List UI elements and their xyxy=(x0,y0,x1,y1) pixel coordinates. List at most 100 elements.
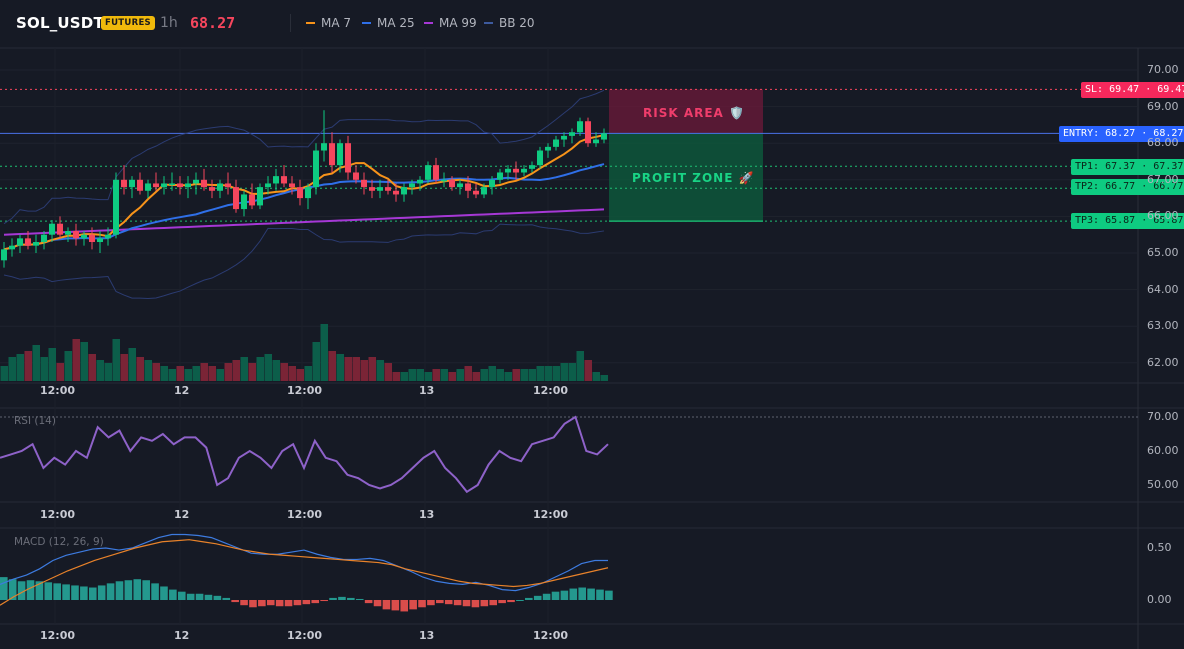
volume-bar xyxy=(80,342,88,381)
rsi-axis-label: 50.00 xyxy=(1147,478,1179,491)
macd-histogram-bar xyxy=(338,596,346,600)
candle-body xyxy=(513,168,519,173)
macd-histogram-bar xyxy=(258,600,266,607)
volume-bar xyxy=(408,369,416,381)
legend-ma7[interactable]: MA 7 xyxy=(306,16,351,30)
candle-body xyxy=(481,187,487,195)
candle-body xyxy=(361,179,367,188)
macd-histogram-bar xyxy=(44,582,53,600)
candle-body xyxy=(105,234,111,239)
volume-bar xyxy=(576,351,584,381)
macd-histogram-bar xyxy=(62,584,70,600)
macd-histogram-bar xyxy=(578,587,587,600)
volume-bar xyxy=(320,324,328,381)
volume-bar xyxy=(248,363,256,381)
volume-bar xyxy=(120,354,128,381)
volume-bar xyxy=(192,366,200,381)
macd-histogram-bar xyxy=(516,600,524,601)
macd-histogram-bar xyxy=(26,580,35,600)
volume-bar xyxy=(152,363,160,381)
candle-body xyxy=(233,187,239,210)
candle-body xyxy=(369,187,375,191)
macd-histogram-bar xyxy=(124,580,133,600)
candle-body xyxy=(401,187,407,195)
candle-body xyxy=(265,183,271,188)
candle-body xyxy=(89,234,95,243)
price-axis-label: 64.00 xyxy=(1147,282,1179,296)
macd-histogram-bar xyxy=(311,600,320,604)
macd-histogram-bar xyxy=(480,600,489,607)
macd-histogram-bar xyxy=(266,600,275,606)
candle-body xyxy=(569,132,575,136)
macd-histogram-bar xyxy=(551,591,560,600)
macd-histogram-bar xyxy=(169,589,177,600)
legend-ma99[interactable]: MA 99 xyxy=(424,16,477,30)
candle-body xyxy=(561,135,567,140)
volume-bar xyxy=(424,372,432,381)
candle-body xyxy=(17,238,23,246)
timeframe-selector[interactable]: 1h xyxy=(160,15,178,31)
macd-histogram-bar xyxy=(373,600,382,607)
volume-bar xyxy=(416,369,424,381)
time-axis-label: 12:00 xyxy=(287,629,323,642)
legend-ma25[interactable]: MA 25 xyxy=(362,16,415,30)
ma25-swatch-icon xyxy=(362,22,371,24)
candle-body xyxy=(217,183,223,191)
time-axis-label: 12:00 xyxy=(287,384,323,397)
volume-bar xyxy=(504,372,512,381)
volume-bar xyxy=(136,357,144,381)
candle-body xyxy=(505,168,511,173)
symbol-label[interactable]: SOL_USDT xyxy=(16,14,104,32)
macd-histogram-bar xyxy=(391,600,400,611)
macd-histogram-bar xyxy=(542,593,551,600)
risk-area-label: RISK AREA 🛡️ xyxy=(643,106,745,120)
candle-body xyxy=(409,183,415,188)
candle-body xyxy=(169,183,175,185)
volume-bar xyxy=(400,372,408,381)
time-axis-label: 13 xyxy=(419,629,435,642)
candle-body xyxy=(449,179,455,188)
volume-bar xyxy=(472,372,480,381)
volume-bar xyxy=(24,351,32,381)
candle-body xyxy=(161,183,167,188)
candle-body xyxy=(297,187,303,199)
macd-histogram-bar xyxy=(382,600,391,610)
macd-histogram-bar xyxy=(88,587,97,600)
macd-histogram-bar xyxy=(160,586,168,600)
volume-bar xyxy=(296,369,304,381)
volume-bar xyxy=(168,369,176,381)
macd-histogram-bar xyxy=(409,600,417,610)
candle-body xyxy=(393,190,399,195)
candle-body xyxy=(177,183,183,188)
candle-body xyxy=(129,179,135,188)
macd-histogram-bar xyxy=(97,585,106,600)
last-price: 68.27 xyxy=(190,14,236,32)
volume-bar xyxy=(480,369,488,381)
candle-body xyxy=(41,234,47,243)
macd-line xyxy=(0,533,608,592)
candle-body xyxy=(73,231,79,239)
volume-bar xyxy=(264,354,272,381)
volume-bar xyxy=(112,339,120,381)
candle-body xyxy=(313,150,319,188)
volume-bar xyxy=(144,360,152,381)
time-axis-label: 12 xyxy=(174,384,190,397)
tp3-price-label: TP3: 65.87 · 65.87 xyxy=(1071,213,1184,229)
candle-body xyxy=(529,165,535,169)
volume-bar xyxy=(272,360,280,381)
candle-body xyxy=(201,179,207,188)
time-axis-label: 12 xyxy=(174,629,190,642)
macd-histogram-bar xyxy=(329,597,337,600)
macd-histogram-bar xyxy=(204,594,213,600)
time-axis-label: 13 xyxy=(419,508,435,521)
candle-body xyxy=(577,121,583,133)
candle-body xyxy=(1,249,7,261)
legend-bb20[interactable]: BB 20 xyxy=(484,16,535,30)
macd-histogram-bar xyxy=(560,590,569,600)
time-axis-label: 12:00 xyxy=(287,508,323,521)
macd-histogram-bar xyxy=(525,597,533,600)
volume-bar xyxy=(512,369,520,381)
time-axis-label: 12 xyxy=(174,508,190,521)
volume-bar xyxy=(544,366,552,381)
